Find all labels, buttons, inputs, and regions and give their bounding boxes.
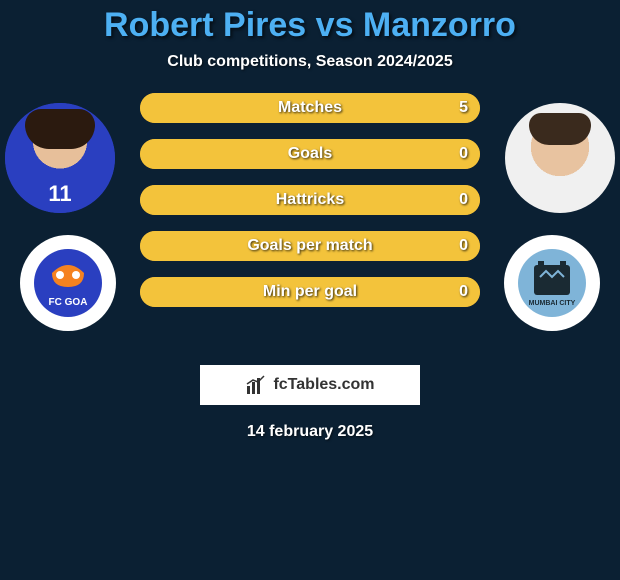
stat-bar-label: Min per goal [263,283,357,301]
player-left-photo: 11 [5,103,115,213]
svg-text:MUMBAI CITY: MUMBAI CITY [529,300,576,307]
stat-bars-container: Matches 5 Goals 0 Hattricks 0 Goals per match 0… [140,93,480,323]
stat-bar-label: Goals [288,145,332,163]
fc-goa-logo-icon: FC GOA [32,247,104,319]
stat-bar: Hattricks 0 [140,185,480,215]
date-text: 14 february 2025 [0,423,620,441]
chart-icon [245,374,267,396]
stat-bar: Goals 0 [140,139,480,169]
page-title: Robert Pires vs Manzorro [0,0,620,45]
brand-badge: fcTables.com [200,365,420,405]
stat-bar-right-value: 0 [459,283,468,301]
face-placeholder-icon [505,103,615,213]
comparison-stage: 11 FC GOA MUMBAI CITY Matches5Goals0Hatt… [0,93,620,353]
stat-bar-right-value: 5 [459,99,468,117]
stat-bar: Goals per match 0 [140,231,480,261]
stat-bar-label: Matches [278,99,342,117]
stat-bar-right-value: 0 [459,145,468,163]
stat-bar-right-value: 0 [459,237,468,255]
stat-bar-label: Hattricks [276,191,344,209]
player-right-photo [505,103,615,213]
stat-bar-label: Goals per match [247,237,372,255]
mumbai-city-logo-icon: MUMBAI CITY [516,247,588,319]
stat-bar-right-value: 0 [459,191,468,209]
stat-bar: Matches 5 [140,93,480,123]
club-right-logo: MUMBAI CITY [504,235,600,331]
svg-text:FC GOA: FC GOA [49,297,88,308]
page-subtitle: Club competitions, Season 2024/2025 [0,53,620,71]
brand-text: fcTables.com [273,376,374,394]
club-left-logo: FC GOA [20,235,116,331]
player-left-jersey-number: 11 [5,181,115,207]
stat-bar: Min per goal 0 [140,277,480,307]
